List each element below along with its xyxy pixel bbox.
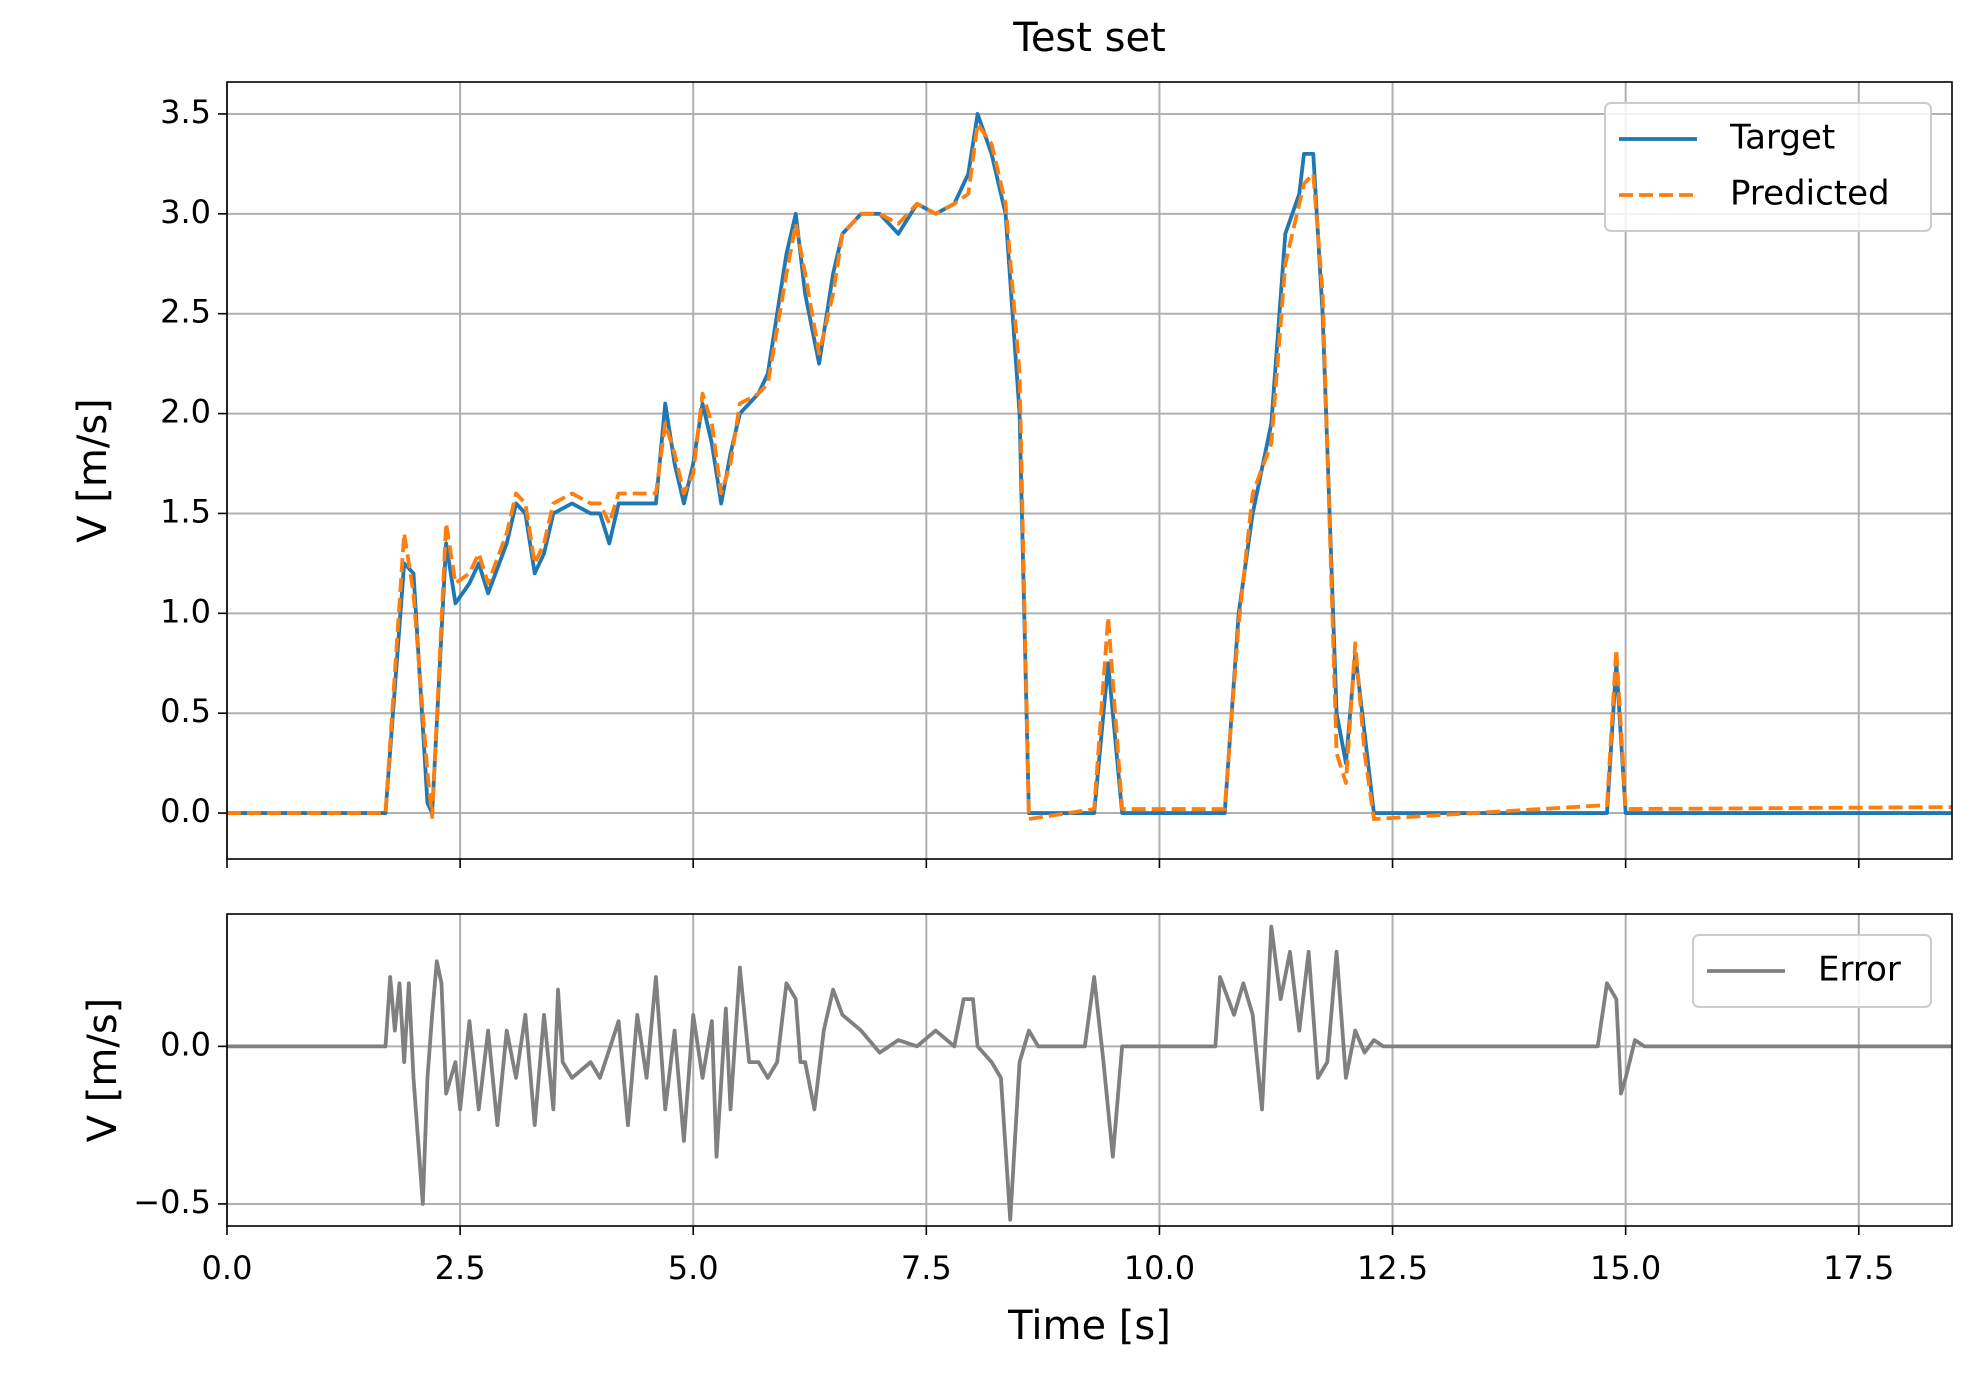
y-tick-label: 2.0 [160, 393, 211, 431]
y-tick-label: 3.0 [160, 193, 211, 231]
x-tick-label: 2.5 [435, 1249, 486, 1287]
x-tick-label: 10.0 [1124, 1249, 1195, 1287]
y-tick-label: 2.5 [160, 293, 211, 331]
legend-label: Error [1818, 950, 1901, 990]
y-axis-label: V [m/s] [70, 398, 116, 543]
data-line [227, 924, 1952, 1222]
y-axis-label: V [m/s] [80, 998, 126, 1143]
x-tick-label: 7.5 [901, 1249, 952, 1287]
x-tick-label: 17.5 [1823, 1249, 1894, 1287]
x-tick-label: 5.0 [668, 1249, 719, 1287]
axes-frame [226, 913, 1953, 1227]
legend-label: Target [1729, 118, 1835, 158]
chart-title: Test set [1012, 15, 1166, 61]
y-tick-label: 3.5 [160, 93, 211, 131]
y-tick-label: 1.5 [160, 492, 211, 530]
x-tick-label: 12.5 [1357, 1249, 1428, 1287]
data-line [227, 122, 1952, 821]
y-tick-label: 1.0 [160, 592, 211, 630]
y-tick-label: 0.5 [160, 692, 211, 730]
legend-box [1692, 934, 1932, 1008]
legend-box [1604, 102, 1932, 232]
axes-frame [226, 81, 1953, 860]
x-tick-label: 15.0 [1590, 1249, 1661, 1287]
y-tick-label: −0.5 [133, 1183, 211, 1221]
y-tick-label: 0.0 [160, 792, 211, 830]
x-axis-label: Time [s] [1007, 1303, 1171, 1349]
x-tick-label: 0.0 [202, 1249, 253, 1287]
y-tick-label: 0.0 [160, 1025, 211, 1063]
legend-label: Predicted [1730, 174, 1890, 214]
